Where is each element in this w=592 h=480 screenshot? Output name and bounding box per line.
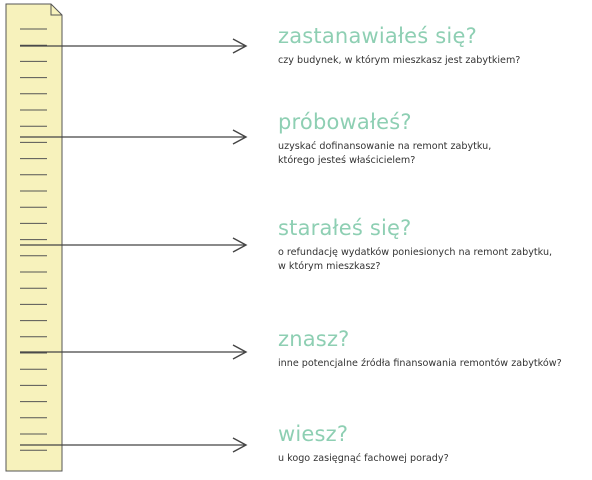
arrow-head — [232, 237, 248, 253]
item-title: zastanawiałeś się? — [278, 24, 477, 48]
item-description: u kogo zasięgnąć fachowej porady? — [278, 453, 449, 464]
item-description: o refundację wydatków poniesionych na re… — [278, 247, 553, 272]
item-4: znasz? inne potencjalne źródła finansowa… — [278, 327, 588, 371]
arrow-head — [232, 344, 248, 360]
item-title: znasz? — [278, 327, 350, 351]
arrows — [20, 38, 248, 453]
item-title: wiesz? — [278, 422, 349, 446]
item-2: próbowałeś? uzyskać dofinansowanie na re… — [278, 110, 588, 168]
item-description: inne potencjalne źródła finansowania rem… — [278, 358, 562, 369]
item-3: starałeś się? o refundację wydatków poni… — [278, 216, 588, 274]
item-1: zastanawiałeś się? czy budynek, w którym… — [278, 24, 588, 68]
arrow-head — [232, 129, 248, 145]
item-title: próbowałeś? — [278, 110, 412, 134]
ruler-body — [5, 3, 63, 472]
ruler-document-icon — [5, 3, 63, 472]
item-title: starałeś się? — [278, 216, 412, 240]
item-description: czy budynek, w którym mieszkasz jest zab… — [278, 55, 521, 66]
item-5: wiesz? u kogo zasięgnąć fachowej porady? — [278, 422, 588, 466]
item-description: uzyskać dofinansowanie na remont zabytku… — [278, 141, 492, 166]
arrow-head — [232, 38, 248, 54]
folded-corner — [50, 4, 62, 16]
arrow-head — [232, 437, 248, 453]
